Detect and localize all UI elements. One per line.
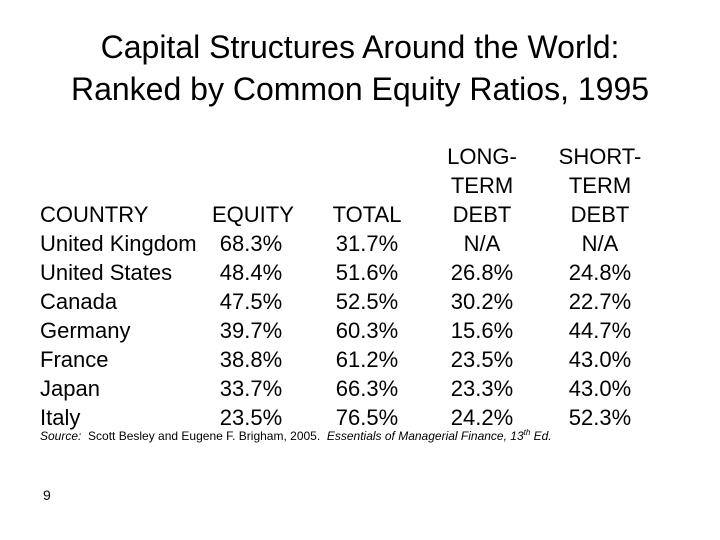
cell-long-term-debt: 24.2% <box>450 405 514 430</box>
page-title-line-2: Ranked by Common Equity Ratios, 1995 <box>70 71 650 107</box>
cell-total: 66.3% <box>335 376 399 401</box>
source-edition-suffix: Ed. <box>530 429 552 443</box>
cell-total: 52.5% <box>335 289 399 314</box>
cell-long-term-debt: 15.6% <box>450 318 514 343</box>
cell-short-term-debt: 44.7% <box>568 318 632 343</box>
cell-equity: 38.8% <box>219 347 283 372</box>
cell-equity: 39.7% <box>219 318 283 343</box>
cell-country: Italy <box>40 405 81 430</box>
cell-country: France <box>40 347 109 372</box>
source-edition-superscript: th <box>523 428 531 437</box>
slide-page-number: 9 <box>43 487 51 503</box>
cell-equity: 68.3% <box>219 231 283 256</box>
table-row: Japan 33.7% 66.3% 23.3% 43.0% <box>40 374 680 403</box>
cell-short-term-debt: N/A <box>581 231 619 256</box>
page-title: Capital Structures Around the World: Ran… <box>0 26 720 110</box>
source-label: Source: <box>40 429 82 443</box>
column-header-total: TOTAL <box>332 202 402 227</box>
source-authors: Scott Besley and Eugene F. Brigham, 2005… <box>81 429 327 443</box>
cell-equity: 33.7% <box>219 376 283 401</box>
cell-long-term-debt: 30.2% <box>450 289 514 314</box>
cell-country: Canada <box>40 289 118 314</box>
table-row: Germany 39.7% 60.3% 15.6% 44.7% <box>40 316 680 345</box>
column-header-long-term-debt: LONG- TERM DEBT <box>447 144 517 227</box>
cell-long-term-debt: 26.8% <box>450 260 514 285</box>
cell-short-term-debt: 43.0% <box>568 376 632 401</box>
cell-country: Japan <box>40 376 100 401</box>
cell-equity: 48.4% <box>219 260 283 285</box>
cell-long-term-debt: 23.3% <box>450 376 514 401</box>
column-header-equity: EQUITY <box>212 202 294 227</box>
table-row: United States 48.4% 51.6% 26.8% 24.8% <box>40 258 680 287</box>
cell-total: 51.6% <box>335 260 399 285</box>
page-title-line-1: Capital Structures Around the World: <box>100 29 620 65</box>
cell-equity: 23.5% <box>219 405 283 430</box>
source-book-title: Essentials of Managerial Finance, 13 <box>326 429 524 443</box>
table-row: Canada 47.5% 52.5% 30.2% 22.7% <box>40 287 680 316</box>
table-header-row: COUNTRY EQUITY TOTAL LONG- TERM DEBT SHO… <box>40 142 680 229</box>
cell-total: 31.7% <box>335 231 399 256</box>
cell-short-term-debt: 22.7% <box>568 289 632 314</box>
cell-short-term-debt: 43.0% <box>568 347 632 372</box>
cell-total: 76.5% <box>335 405 399 430</box>
cell-long-term-debt: N/A <box>463 231 501 256</box>
table-row: France 38.8% 61.2% 23.5% 43.0% <box>40 345 680 374</box>
cell-short-term-debt: 52.3% <box>568 405 632 430</box>
table-row: United Kingdom 68.3% 31.7% N/A N/A <box>40 229 680 258</box>
cell-equity: 47.5% <box>219 289 283 314</box>
capital-structure-table: COUNTRY EQUITY TOTAL LONG- TERM DEBT SHO… <box>40 142 680 432</box>
source-note: Source: Scott Besley and Eugene F. Brigh… <box>40 429 552 444</box>
cell-country: United States <box>40 260 173 285</box>
cell-long-term-debt: 23.5% <box>450 347 514 372</box>
cell-country: Germany <box>40 318 131 343</box>
column-header-country: COUNTRY <box>40 202 149 227</box>
table-row: Italy 23.5% 76.5% 24.2% 52.3% <box>40 403 680 432</box>
column-header-short-term-debt: SHORT- TERM DEBT <box>558 144 642 227</box>
cell-total: 61.2% <box>335 347 399 372</box>
cell-total: 60.3% <box>335 318 399 343</box>
cell-short-term-debt: 24.8% <box>568 260 632 285</box>
cell-country: United Kingdom <box>40 231 197 256</box>
